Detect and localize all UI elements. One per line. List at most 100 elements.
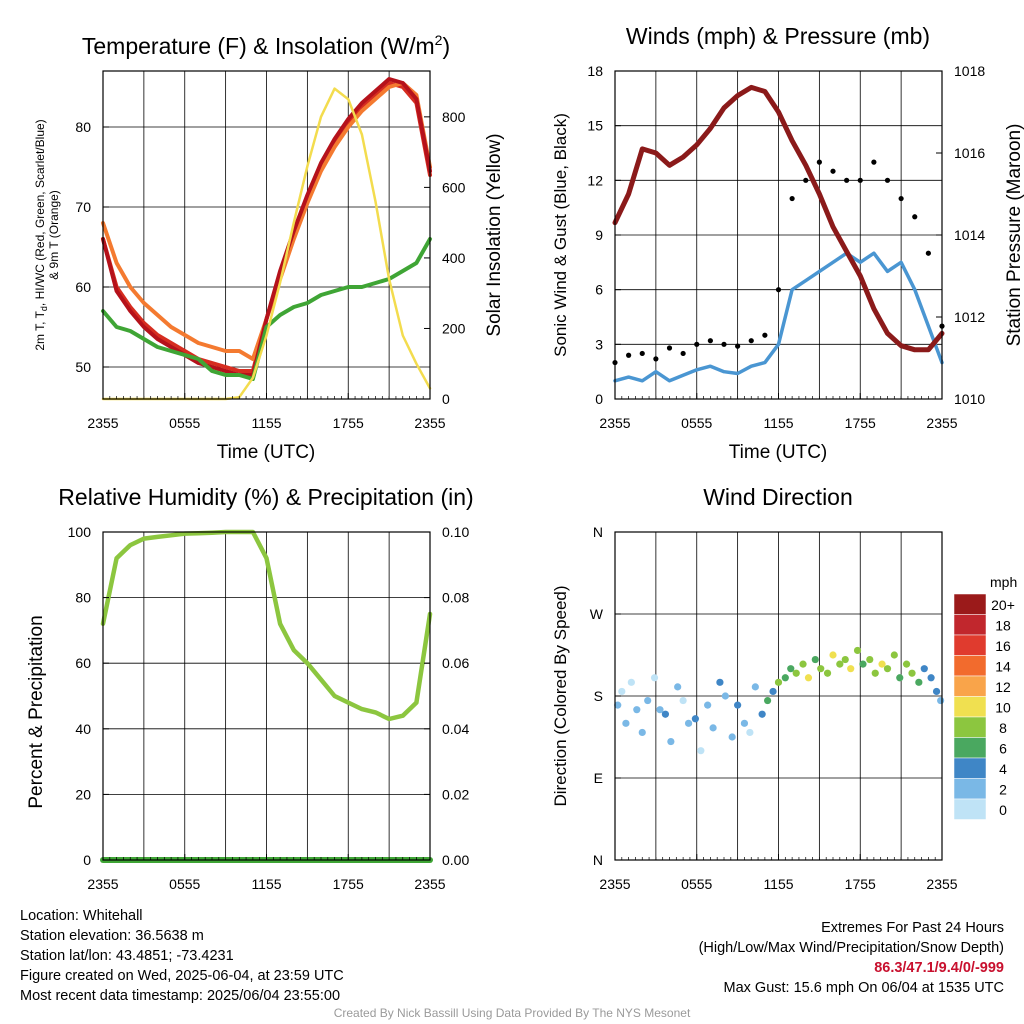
direction-point xyxy=(902,660,911,668)
extremes-subtitle: (High/Low/Max Wind/Precipitation/Snow De… xyxy=(698,940,1004,956)
direction-point xyxy=(667,737,675,746)
y-tick-label: 15 xyxy=(587,118,603,134)
gust-point xyxy=(898,195,904,202)
wind-panel: 2355 0555 1155 1755 2355 0 3 6 9 12 15 18 1010 1012 10… xyxy=(551,63,1024,463)
direction-point xyxy=(769,687,777,696)
legend-swatch xyxy=(953,675,987,697)
x-tick-label: 1755 xyxy=(845,876,876,892)
y-tick-label: 0 xyxy=(442,391,450,407)
extremes-values: 86.3/47.1/9.4/0/-999 xyxy=(874,960,1004,976)
gust-point xyxy=(721,341,727,347)
legend-swatch xyxy=(953,716,987,738)
direction-point xyxy=(716,678,724,686)
legend-swatch xyxy=(953,798,987,820)
direction-point xyxy=(896,674,904,682)
direction-point xyxy=(614,701,622,709)
station-info: Location: Whitehall Station elevation: 3… xyxy=(20,906,344,1006)
y-tick-label: 70 xyxy=(75,199,91,215)
credit-line: Created By Nick Bassill Using Data Provi… xyxy=(333,1006,691,1020)
direction-point xyxy=(633,706,641,714)
direction-point xyxy=(915,678,923,686)
x-tick-label: 1155 xyxy=(763,876,793,892)
gust-point xyxy=(707,338,713,344)
x-tick-label: 2355 xyxy=(414,876,445,892)
y-tick-label: 0.06 xyxy=(442,655,469,671)
legend-label: 4 xyxy=(999,761,1007,777)
y-tick-label: 12 xyxy=(587,172,603,188)
direction-point xyxy=(656,706,664,714)
gust-point xyxy=(735,343,741,349)
dir-panel: 2355 0555 1155 1755 2355 N E S W N Direction (Col… xyxy=(551,524,1017,892)
legend-label: 18 xyxy=(995,618,1011,634)
direction-point xyxy=(792,669,800,677)
gust-point xyxy=(925,250,931,256)
series-line-pressure xyxy=(612,84,945,353)
y-tick-label: N xyxy=(593,852,603,868)
series-line-hi-wc xyxy=(101,77,432,377)
x-tick-label: 2355 xyxy=(87,876,118,892)
wind-ylabel-right: Station Pressure (Maroon) xyxy=(1004,124,1024,347)
x-tick-label: 2355 xyxy=(414,415,445,431)
temp-xlabel: Time (UTC) xyxy=(217,442,316,463)
gust-point xyxy=(748,338,754,344)
legend-swatch xyxy=(953,593,987,615)
gust-point xyxy=(762,332,768,338)
x-tick-label: 1155 xyxy=(251,415,281,431)
wind-grid xyxy=(615,71,942,399)
direction-point xyxy=(781,674,789,682)
wind-ylabel-left: Sonic Wind & Gust (Blue, Black) xyxy=(551,113,570,357)
y-tick-label: 400 xyxy=(442,250,466,266)
temp-title: Temperature (F) & Insolation (W/m2) xyxy=(82,32,450,59)
legend-swatch xyxy=(953,737,987,759)
direction-point xyxy=(684,719,693,727)
rh-ticks: 2355 0555 1155 1755 2355 0 20 40 60 80 100 0.00 0.02… xyxy=(68,524,470,892)
gust-point xyxy=(639,350,645,357)
x-tick-label: 1155 xyxy=(251,876,281,892)
legend-swatch xyxy=(953,634,987,656)
max-gust: Max Gust: 15.6 mph On 06/04 at 1535 UTC xyxy=(723,980,1004,996)
direction-point xyxy=(691,715,699,723)
dir-series xyxy=(614,646,945,755)
x-tick-label: 1755 xyxy=(333,415,364,431)
dir-title: Wind Direction xyxy=(703,484,853,510)
series-line-wind xyxy=(613,251,944,383)
direction-point xyxy=(650,674,659,682)
y-tick-label: 1014 xyxy=(954,227,985,243)
gust-point xyxy=(844,177,850,183)
legend-label: 20+ xyxy=(991,597,1015,613)
x-tick-label: 1755 xyxy=(333,876,364,892)
temp-panel: 2355 0555 1155 1755 235550607080020040060080… xyxy=(33,70,505,463)
y-tick-label: 0 xyxy=(83,852,91,868)
rh-title: Relative Humidity (%) & Precipitation (i… xyxy=(58,484,473,510)
direction-point xyxy=(764,696,772,705)
y-tick-label: W xyxy=(590,606,604,622)
temp-ylabel-right: Solar Insolation (Yellow) xyxy=(484,133,505,336)
direction-point xyxy=(817,665,825,673)
station-latlon: Station lat/lon: 43.4851; -73.4231 xyxy=(20,948,234,964)
legend-unit: mph xyxy=(990,574,1017,590)
temp-ylabel-left: 2m T, Td, HI/WC (Red, Green, Scarlet/Blu… xyxy=(33,119,49,350)
direction-point xyxy=(787,665,795,673)
wind-title: Winds (mph) & Pressure (mb) xyxy=(626,23,930,49)
direction-point xyxy=(841,655,849,664)
dir-ticks: 2355 0555 1155 1755 2355 N E S W N xyxy=(590,524,958,892)
y-tick-label: 100 xyxy=(68,524,92,540)
legend-swatch xyxy=(953,778,987,800)
legend-label: 12 xyxy=(995,679,1011,695)
direction-point xyxy=(709,724,717,732)
x-tick-label: 0555 xyxy=(681,415,712,431)
gust-point xyxy=(816,159,822,165)
y-tick-label: 60 xyxy=(75,655,91,671)
y-tick-label: 0.08 xyxy=(442,590,469,606)
x-tick-label: 2355 xyxy=(87,415,118,431)
x-tick-label: 0555 xyxy=(169,876,200,892)
direction-point xyxy=(829,651,837,659)
direction-point xyxy=(883,665,892,673)
y-tick-label: 18 xyxy=(587,63,603,79)
gust-point xyxy=(653,356,659,362)
direction-point xyxy=(836,660,844,668)
legend-label: 2 xyxy=(999,782,1007,798)
y-tick-label: 0.00 xyxy=(442,852,469,868)
dir-grid xyxy=(615,532,942,860)
direction-point xyxy=(859,660,867,668)
